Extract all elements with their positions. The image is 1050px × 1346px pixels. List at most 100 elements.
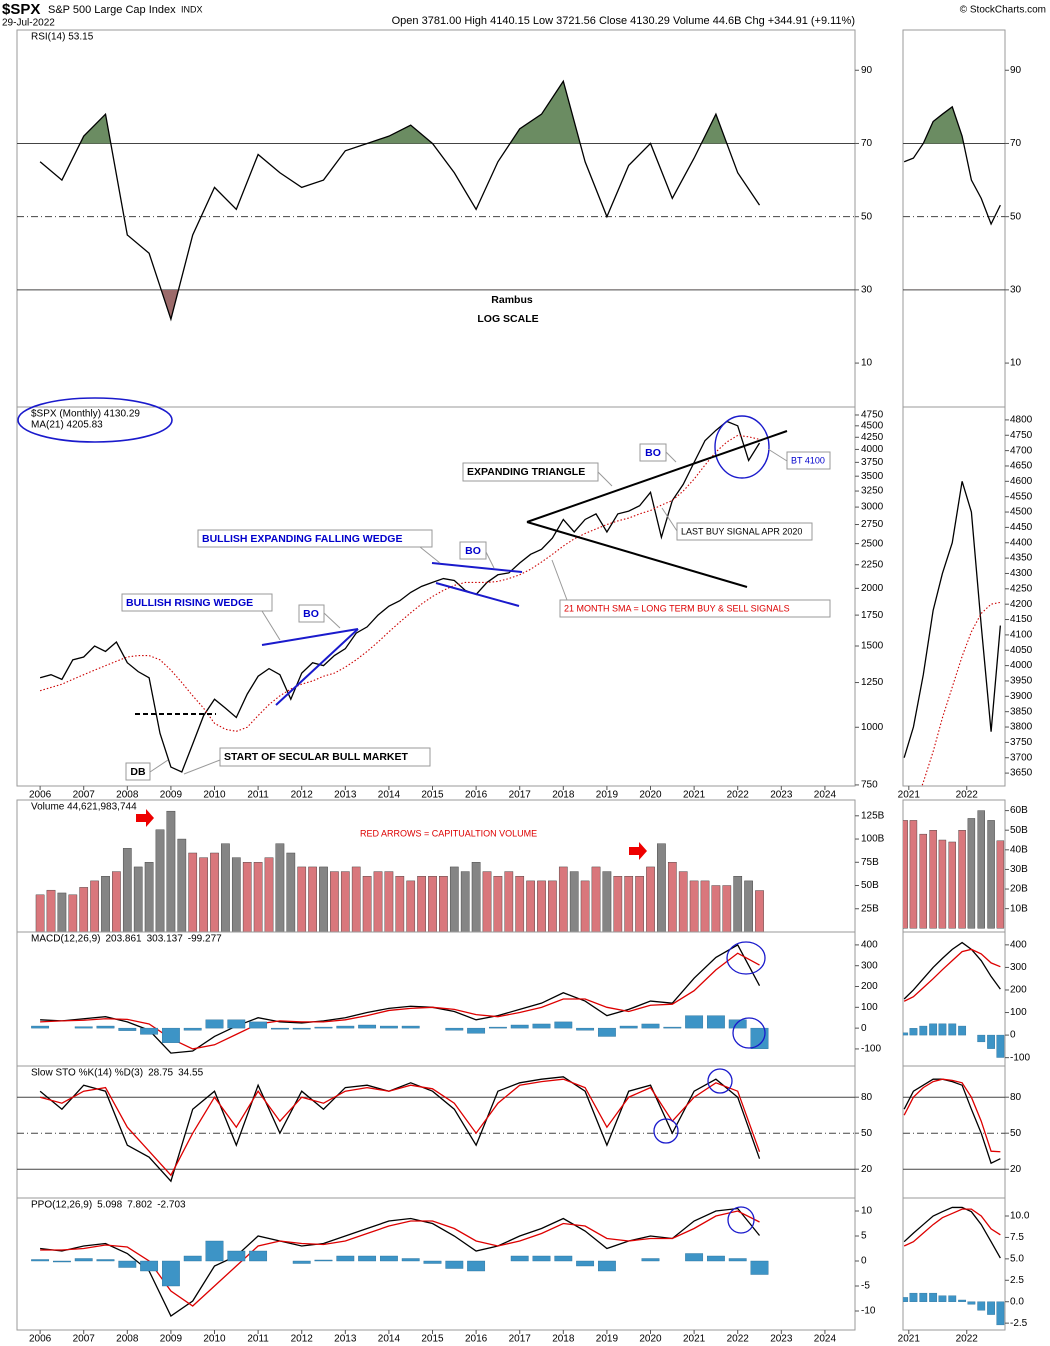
histogram-bar: [576, 1027, 595, 1031]
annotation: BO: [298, 604, 325, 623]
y-tick-label: 0: [861, 1023, 867, 1034]
x-tick-label: 2014: [378, 790, 401, 801]
annotation: Rambus: [491, 294, 533, 306]
x-tick-label: 2007: [73, 1334, 96, 1345]
histogram-bar: [532, 1255, 551, 1262]
plot-area: [903, 1206, 1005, 1326]
plot-area: [35, 810, 764, 932]
histogram-bar: [597, 1260, 616, 1272]
histogram-bar: [467, 1260, 486, 1272]
volume-bar: [700, 880, 710, 932]
panel-label: MACD(12,26,9): [31, 934, 100, 945]
wedge-line: [261, 628, 359, 646]
annotation: START OF SECULAR BULL MARKET: [219, 747, 431, 767]
highlight-ellipse: [714, 415, 770, 479]
histogram-bar: [929, 1292, 938, 1302]
y-tick-label: 30: [1010, 285, 1022, 296]
wedge-line: [435, 582, 520, 607]
volume-bar: [417, 876, 426, 932]
y-tick-label: -10: [861, 1306, 876, 1317]
x-tick-label: 2011: [247, 790, 269, 801]
histogram-bar: [958, 1299, 967, 1302]
histogram-bar: [554, 1255, 573, 1262]
histogram-bar: [467, 1027, 486, 1034]
volume-bar: [602, 871, 612, 932]
y-tick-label: 25B: [861, 903, 879, 914]
series-line: [903, 948, 1001, 1002]
annotation-text: EXPANDING TRIANGLE: [467, 466, 585, 478]
legend-entry: $SPX (Monthly) 4130.29: [31, 409, 140, 420]
plot-area: [903, 941, 1005, 1058]
y-tick-label: 70: [861, 138, 873, 149]
volume-bar: [439, 876, 448, 932]
y-tick-label: 4800: [1010, 415, 1033, 426]
y-tick-label: 0.0: [1010, 1296, 1024, 1307]
annotation-text: BT 4100: [791, 455, 825, 465]
y-tick-label: 3000: [861, 502, 884, 513]
y-tick-label: 100: [861, 1002, 878, 1013]
panel-value: 7.802: [127, 1200, 152, 1211]
y-tick-label: 3750: [1010, 737, 1033, 748]
plot-area: [903, 481, 1002, 786]
y-tick-label: 1250: [861, 677, 884, 688]
y-tick-label: 3800: [1010, 722, 1033, 733]
y-tick-label: 3500: [861, 471, 884, 482]
x-tick-label: 2020: [639, 1334, 662, 1345]
volume-bar: [471, 862, 481, 932]
volume-bar: [482, 871, 492, 932]
volume-bar: [938, 839, 947, 929]
y-tick-label: -100: [861, 1044, 881, 1055]
series-line: [903, 481, 1002, 758]
series-line: [921, 601, 1001, 786]
volume-bar: [613, 876, 623, 932]
histogram-bar: [31, 1259, 50, 1262]
histogram-bar: [996, 1034, 1005, 1058]
volume-bar: [657, 843, 666, 932]
y-tick-label: 3850: [1010, 706, 1033, 717]
volume-bar: [79, 887, 89, 932]
y-tick-label: 400: [1010, 939, 1027, 950]
y-tick-label: 40B: [1010, 844, 1028, 855]
y-tick-label: 100B: [861, 834, 885, 845]
volume-bar: [177, 838, 187, 932]
histogram-bar: [919, 1025, 928, 1036]
annotation: DB: [125, 762, 151, 781]
histogram-bar: [270, 1027, 289, 1030]
y-tick-label: 10.0: [1010, 1211, 1030, 1222]
histogram-bar: [958, 1025, 967, 1036]
histogram-bar: [909, 1292, 918, 1302]
histogram-bar: [750, 1260, 769, 1275]
annotation: BO: [459, 541, 487, 560]
volume-bar: [548, 880, 557, 932]
y-tick-label: 4250: [1010, 583, 1033, 594]
y-tick-label: -5: [861, 1281, 870, 1292]
x-tick-label: 2022: [956, 790, 979, 801]
x-tick-label: 2010: [203, 790, 226, 801]
histogram-bar: [728, 1258, 747, 1262]
y-tick-label: 0: [861, 1256, 867, 1267]
source: © StockCharts.com: [960, 5, 1046, 16]
histogram-bar: [423, 1260, 442, 1264]
histogram-bar: [96, 1025, 115, 1029]
volume-bar: [569, 871, 579, 932]
x-tick-label: 2017: [509, 1334, 532, 1345]
x-tick-label: 2022: [727, 1334, 750, 1345]
y-tick-label: 60B: [1010, 805, 1028, 816]
annotation-text: START OF SECULAR BULL MARKET: [224, 751, 409, 763]
y-tick-label: 4000: [1010, 660, 1033, 671]
annotation-text: LAST BUY SIGNAL APR 2020: [681, 526, 802, 536]
series-line: [903, 1078, 1001, 1153]
y-tick-label: 200: [861, 981, 878, 992]
panel-label: PPO(12,26,9): [31, 1200, 92, 1211]
volume-bar: [133, 866, 143, 932]
y-tick-label: 10: [861, 358, 873, 369]
wedge-line: [275, 628, 359, 706]
histogram-bar: [948, 1295, 957, 1302]
histogram-bar: [597, 1027, 616, 1037]
volume-bar: [909, 820, 918, 929]
x-tick-label: 2021: [898, 790, 921, 801]
histogram-bar: [728, 1019, 747, 1029]
x-tick-label: 2012: [291, 790, 314, 801]
